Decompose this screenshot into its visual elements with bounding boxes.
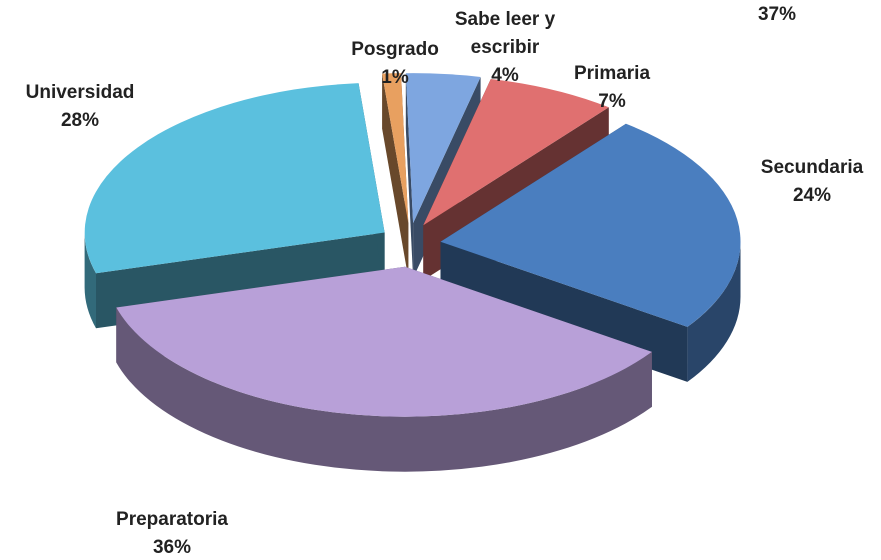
value-label: 24% <box>792 185 832 206</box>
slice-label: Secundaria 24% <box>761 154 863 210</box>
slice-label: Primaria 7% <box>574 60 650 116</box>
slice-side <box>382 73 409 278</box>
value-label: 4% <box>491 65 519 86</box>
slice-label: Preparatoria 36% <box>116 506 228 560</box>
category-label: Sabe leer y escribir <box>454 9 556 58</box>
slice-label: Posgrado 1% <box>351 36 439 92</box>
slice-label: Universidad 28% <box>26 79 135 135</box>
category-label: Preparatoria <box>116 509 228 530</box>
category-label: Primaria <box>573 63 651 84</box>
category-label: Posgrado <box>351 39 439 60</box>
category-label: Secundaria <box>760 157 864 178</box>
slice <box>423 79 609 226</box>
value-label: 1% <box>381 67 409 88</box>
slice <box>84 83 385 274</box>
slice-wall <box>116 307 652 472</box>
slice-wall <box>687 241 741 382</box>
slice <box>440 123 741 327</box>
slice <box>405 73 481 224</box>
slice <box>382 73 409 223</box>
slice-wall <box>84 232 96 329</box>
slice-side <box>405 73 414 279</box>
slice-label: Sabe leer y escribir 4% <box>445 6 565 90</box>
value-label: 28% <box>60 110 100 131</box>
value-label: 7% <box>598 91 626 112</box>
category-label: Universidad <box>25 82 135 103</box>
value-label: 36% <box>152 537 192 558</box>
annotation: 37% <box>757 4 797 25</box>
slice <box>116 266 652 417</box>
